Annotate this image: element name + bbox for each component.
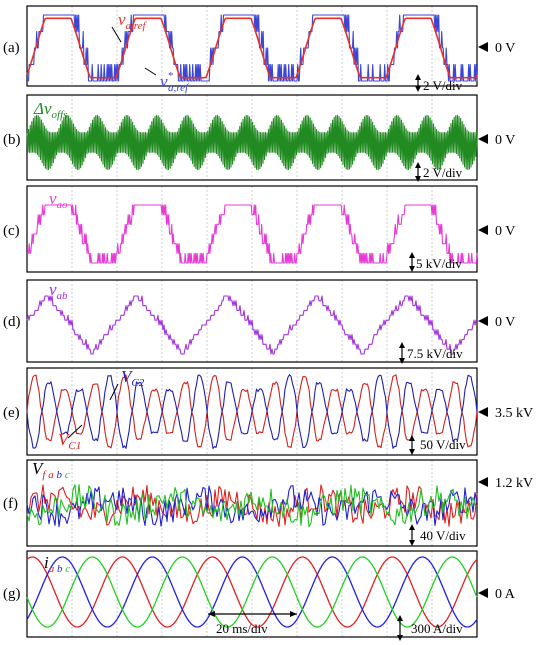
plot-area-5 <box>26 459 478 547</box>
series-vc2 <box>26 374 478 449</box>
zero-marker-arrow-e <box>478 407 488 417</box>
series-label-va-ref-star: v* a,ref <box>160 70 190 94</box>
panel-label-f: (f) <box>3 496 18 512</box>
zero-marker-arrow-f <box>478 477 488 487</box>
scale-b: 2 V/div <box>423 165 463 180</box>
scale-arrow-2 <box>409 252 415 272</box>
scale-arrow-6 <box>397 615 403 641</box>
series-va-ref <box>26 17 478 79</box>
series-label-vfabc: Vf a b c <box>32 459 70 481</box>
series-vf-b <box>26 485 478 528</box>
zero-marker-a: 0 V <box>495 41 515 56</box>
zero-marker-g: 0 A <box>495 587 516 602</box>
panel-label-b: (b) <box>3 132 21 148</box>
panel-label-d: (d) <box>3 314 21 330</box>
scale-arrow-5 <box>409 524 415 546</box>
scale-d: 7.5 kV/div <box>407 346 463 361</box>
series-label-dv-offs: Δvoffs <box>33 99 67 121</box>
series-label-iabc: ia b c <box>44 553 70 575</box>
plot-area-1 <box>26 94 478 181</box>
zero-marker-f: 1.2 kV <box>495 476 533 491</box>
series-vao <box>27 204 478 264</box>
series-i-c <box>26 556 478 628</box>
zero-marker-arrow-a <box>478 42 488 52</box>
panel-d: (d) 0 V 7.5 kV/div vab <box>3 280 515 361</box>
plot-area-3 <box>26 279 478 363</box>
panel-g: (g) 0 A 300 A/div 20 ms/div ia b c <box>3 553 516 636</box>
series-label-vao: vao <box>49 189 68 211</box>
panel-a: (a) 0 V 2 V/div va,ref v* a,ref <box>3 10 515 94</box>
zero-marker-arrow-b <box>478 134 488 144</box>
plot-area-2 <box>26 185 478 273</box>
scale-arrow-1 <box>415 162 421 182</box>
series-label-va-ref: va,ref <box>118 10 148 32</box>
zero-marker-arrow-c <box>478 225 488 235</box>
panel-e: (e) 3.5 kV 50 V/div VC2 VC1 <box>3 367 533 452</box>
plot-frame <box>26 185 478 273</box>
pointer-line <box>111 26 157 76</box>
plot-area-6 <box>26 550 478 638</box>
panel-label-c: (c) <box>3 223 20 239</box>
plot-frame <box>26 550 478 638</box>
plot-frame <box>26 459 478 547</box>
zero-marker-e: 3.5 kV <box>495 406 533 421</box>
scale-e: 50 V/div <box>420 437 466 452</box>
zero-marker-arrow-d <box>478 316 488 326</box>
plot-area-4 <box>26 367 478 456</box>
panel-label-e: (e) <box>3 405 20 421</box>
zero-marker-c: 0 V <box>495 224 515 239</box>
panel-label-g: (g) <box>3 586 21 602</box>
series-label-vab: vab <box>49 280 68 302</box>
series-vf-c <box>26 484 478 528</box>
panel-label-a: (a) <box>3 40 20 56</box>
scale-a: 2 V/div <box>423 78 463 93</box>
series-vab <box>26 295 478 355</box>
scale-f: 40 V/div <box>420 528 466 543</box>
scale-arrow-4 <box>409 435 415 455</box>
plot-frame <box>26 279 478 363</box>
plot-frame <box>26 5 478 87</box>
series-dv-offs <box>26 114 478 171</box>
time-scale-g: 20 ms/div <box>216 621 268 636</box>
zero-marker-d: 0 V <box>495 315 515 330</box>
scale-arrow-0 <box>415 74 421 92</box>
pointer-line <box>67 383 119 439</box>
series-va-ref-star <box>27 14 478 82</box>
plot-area-0 <box>26 5 478 87</box>
series-i-a <box>26 556 478 628</box>
scale-g: 300 A/div <box>411 621 463 636</box>
zero-marker-arrow-g <box>478 588 488 598</box>
series-i-b <box>26 556 478 628</box>
series-label-vc2: VC2 <box>121 367 145 389</box>
scale-arrow-3 <box>399 342 405 364</box>
zero-marker-b: 0 V <box>495 133 515 148</box>
scale-c: 5 kV/div <box>416 256 462 271</box>
panel-c: (c) 0 V 5 kV/div vao <box>3 189 515 271</box>
